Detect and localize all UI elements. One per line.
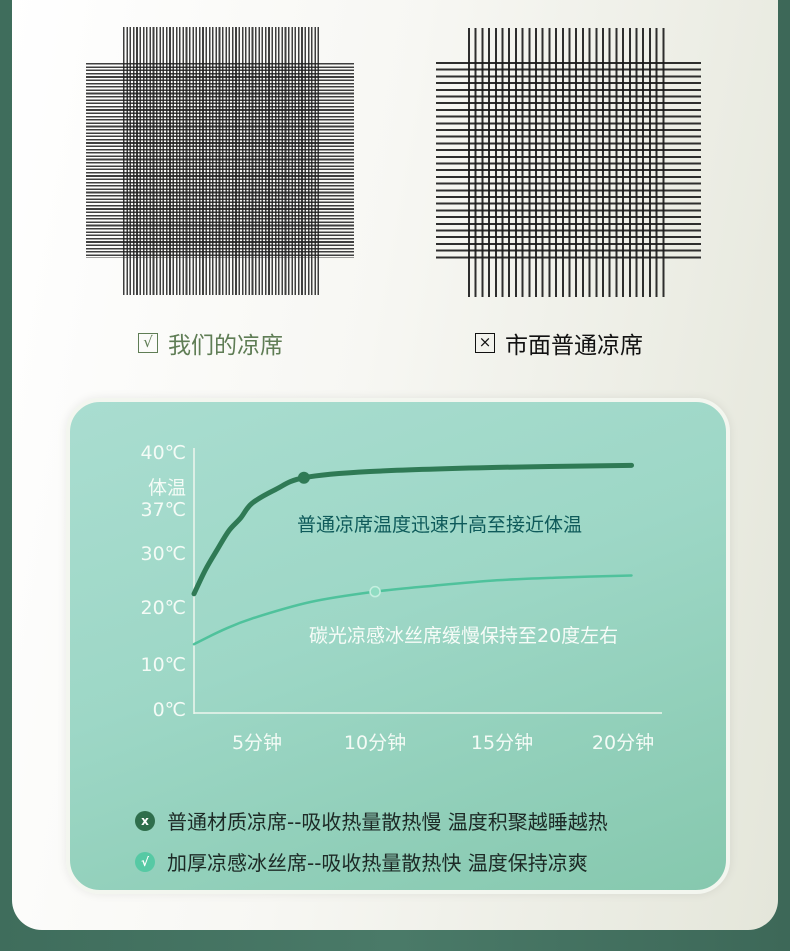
our-weave-horizontal-threads	[86, 63, 354, 258]
check-box-icon: √	[138, 333, 158, 353]
legend-text: 普通材质凉席--吸收热量散热慢 温度积聚越睡越热	[167, 810, 608, 834]
y-tick-label: 40℃	[140, 442, 186, 464]
legend-item-ice-silk: √ 加厚凉感冰丝席--吸收热量散热快 温度保持凉爽	[135, 847, 588, 876]
series-line-ordinary	[191, 462, 634, 597]
x-tick-label: 15分钟	[470, 732, 534, 754]
series-marker	[297, 471, 310, 484]
series-annotation: 碳光凉感冰丝席缓慢保持至20度左右	[309, 625, 619, 647]
y-tick-label: 37℃	[140, 499, 186, 521]
y-tick-label: 10℃	[140, 654, 186, 676]
market-mat-caption: × 市面普通凉席	[475, 326, 643, 360]
market-mat-label: 市面普通凉席	[505, 333, 643, 359]
legend-text: 加厚凉感冰丝席--吸收热量散热快 温度保持凉爽	[167, 851, 588, 875]
market-weave-horizontal-threads	[436, 62, 701, 261]
our-mat-label: 我们的凉席	[168, 333, 283, 359]
x-tick-label: 10分钟	[343, 732, 407, 754]
x-tick-label: 5分钟	[231, 732, 283, 754]
chart-panel	[66, 398, 730, 894]
y-tick-label: 30℃	[140, 543, 186, 565]
x-box-icon: ×	[475, 333, 495, 353]
y-tick-label: 0℃	[152, 699, 186, 721]
legend-item-ordinary: x 普通材质凉席--吸收热量散热慢 温度积聚越睡越热	[135, 806, 608, 835]
our-mat-caption: √ 我们的凉席	[138, 326, 283, 360]
series-annotation: 普通凉席温度迅速升高至接近体温	[297, 514, 583, 536]
y-tick-label: 20℃	[140, 597, 186, 619]
series-marker	[369, 585, 381, 598]
x-tick-label: 20分钟	[591, 732, 655, 754]
check-circle-icon: √	[135, 851, 155, 872]
y-tick-label: 体温	[147, 477, 186, 499]
x-circle-icon: x	[135, 810, 155, 831]
